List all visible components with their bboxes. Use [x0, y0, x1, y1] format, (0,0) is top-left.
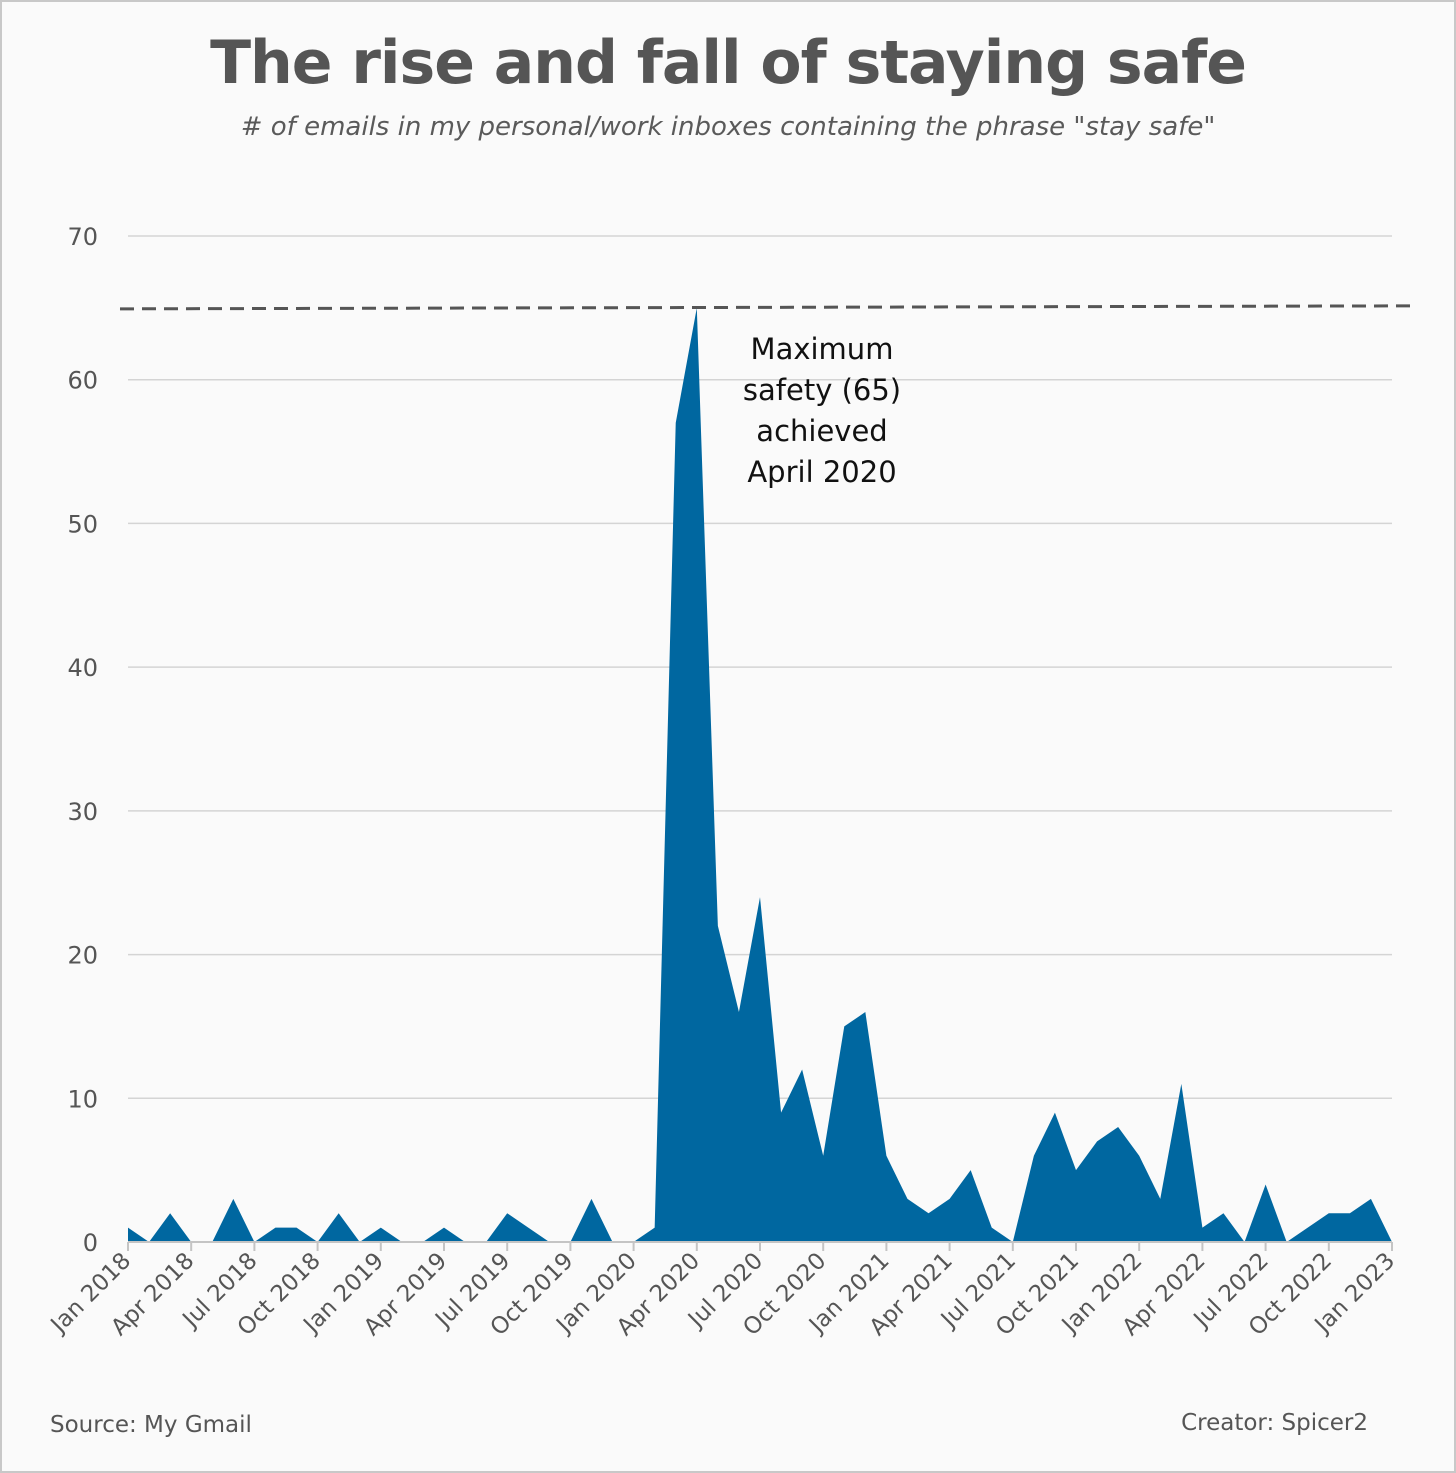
annotation-line-1: safety (65): [743, 373, 901, 407]
annotation-line-0: Maximum: [751, 332, 894, 366]
creator-note: Creator: Spicer2: [1181, 1410, 1368, 1436]
chart-title: The rise and fall of staying safe: [210, 28, 1247, 98]
y-tick-label-30: 30: [67, 798, 98, 826]
source-note: Source: My Gmail: [50, 1412, 252, 1438]
area-fill: [128, 307, 1392, 1242]
y-tick-label-70: 70: [67, 223, 98, 251]
annotation-line-3: April 2020: [747, 455, 896, 489]
y-tick-label-10: 10: [67, 1085, 98, 1113]
annotation-group: Maximum safety (65) achieved April 2020: [743, 332, 901, 489]
y-tick-label-50: 50: [67, 510, 98, 538]
reference-line-group: [119, 304, 1411, 311]
y-axis-ticks: 0 10 20 30 40 50 60 70: [67, 223, 98, 1257]
y-tick-label-20: 20: [67, 942, 98, 970]
annotation-line-2: achieved: [756, 414, 887, 448]
y-tick-label-60: 60: [67, 367, 98, 395]
chart-subtitle: # of emails in my personal/work inboxes …: [240, 112, 1216, 142]
y-tick-label-40: 40: [67, 654, 98, 682]
reference-line: [119, 304, 1411, 311]
y-tick-label-0: 0: [83, 1229, 98, 1257]
area-series: [128, 307, 1392, 1242]
